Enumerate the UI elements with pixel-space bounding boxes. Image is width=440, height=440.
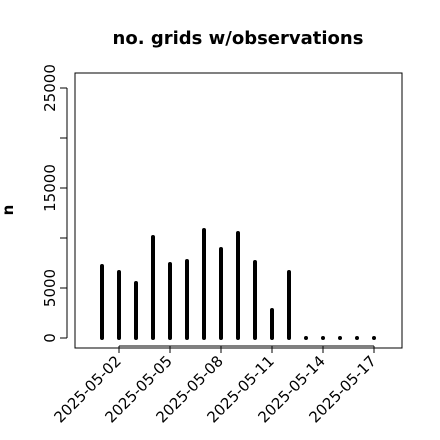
y-tick-label: 15000 <box>41 164 59 212</box>
y-tick-label: 5000 <box>41 269 59 307</box>
x-axis: 2025-05-022025-05-052025-05-082025-05-11… <box>50 345 380 426</box>
y-tick-label: 0 <box>41 333 59 343</box>
plot-frame <box>74 72 403 349</box>
y-axis-label: n <box>0 205 17 216</box>
y-axis: 0 5000 15000 25000 <box>41 64 68 343</box>
y-tick-label: 25000 <box>41 64 59 112</box>
chart-title: no. grids w/observations <box>113 28 364 49</box>
bars <box>100 228 376 340</box>
